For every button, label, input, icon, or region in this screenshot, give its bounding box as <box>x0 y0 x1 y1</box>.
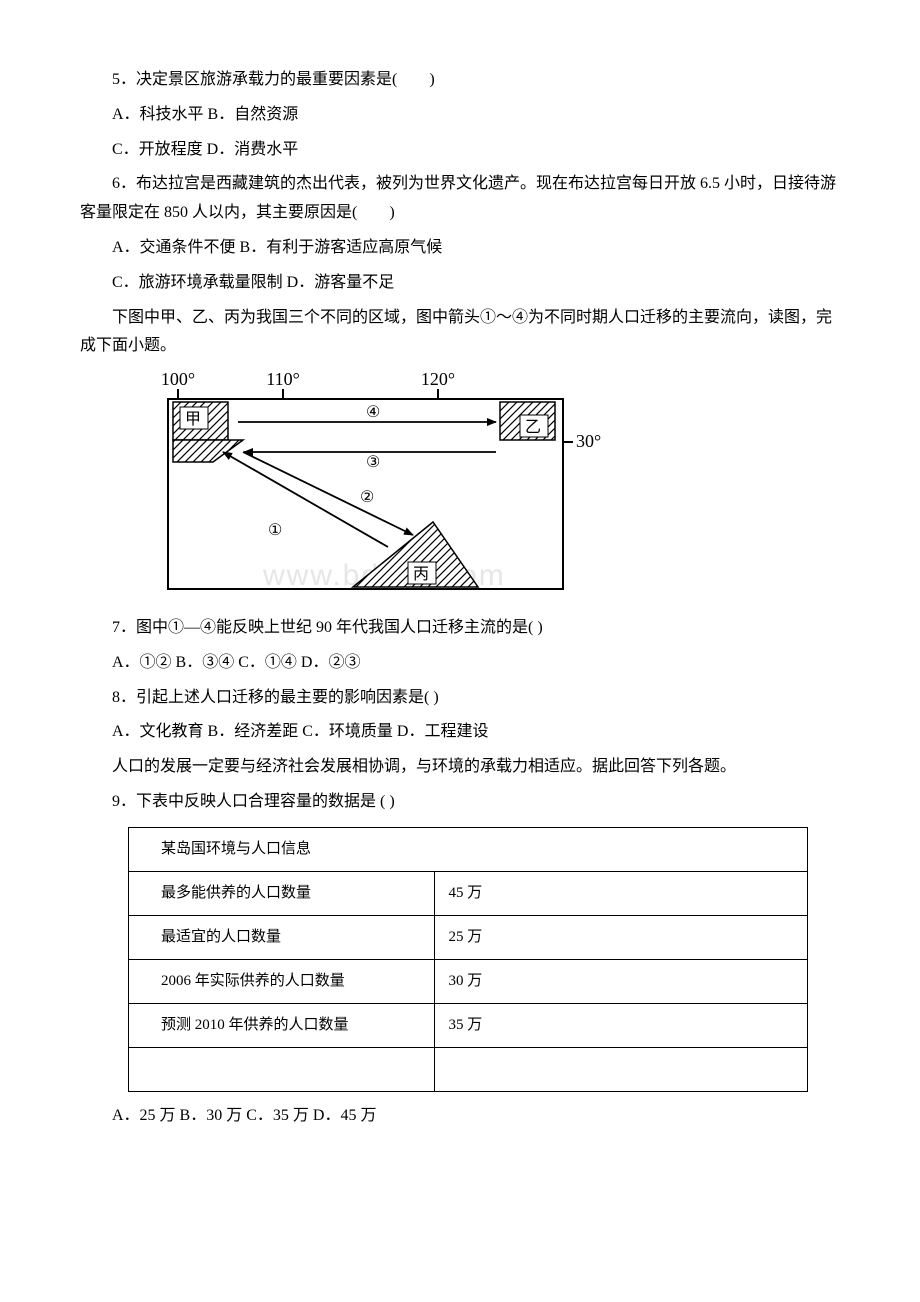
arrow-4-label: ④ <box>366 404 380 421</box>
q6-options-ab: A．交通条件不便 B．有利于游客适应高原气候 <box>80 234 840 263</box>
arrow-3-label: ③ <box>366 454 380 471</box>
q5-options-cd: C．开放程度 D．消费水平 <box>80 136 840 165</box>
row2-value: 25 万 <box>434 915 807 959</box>
region-jia-label: 甲 <box>185 411 201 428</box>
population-table: 某岛国环境与人口信息 最多能供养的人口数量 45 万 最适宜的人口数量 25 万… <box>128 827 808 1092</box>
arrow-2-label: ② <box>360 489 374 506</box>
region-yi-label: 乙 <box>525 419 541 436</box>
migration-diagram: www.bdocx.com 100° 110° 120° 30° 甲 乙 丙 ①… <box>128 367 840 608</box>
row3-value: 30 万 <box>434 959 807 1003</box>
row2-label: 最适宜的人口数量 <box>129 915 435 959</box>
table-row: 2006 年实际供养的人口数量 30 万 <box>129 959 808 1003</box>
map-intro: 下图中甲、乙、丙为我国三个不同的区域，图中箭头①～④为不同时期人口迁移的主要流向… <box>80 304 840 362</box>
row4-value: 35 万 <box>434 1003 807 1047</box>
empty-cell <box>434 1047 807 1091</box>
table-title: 某岛国环境与人口信息 <box>129 827 808 871</box>
row1-label: 最多能供养的人口数量 <box>129 871 435 915</box>
table-intro: 人口的发展一定要与经济社会发展相协调，与环境的承载力相适应。据此回答下列各题。 <box>80 753 840 782</box>
table-row-empty <box>129 1047 808 1091</box>
table-row: 预测 2010 年供养的人口数量 35 万 <box>129 1003 808 1047</box>
empty-cell <box>129 1047 435 1091</box>
lon-100: 100° <box>161 369 195 389</box>
q9-options: A．25 万 B．30 万 C．35 万 D．45 万 <box>80 1102 840 1131</box>
table-row: 最多能供养的人口数量 45 万 <box>129 871 808 915</box>
row3-label: 2006 年实际供养的人口数量 <box>129 959 435 1003</box>
q9-stem: 9．下表中反映人口合理容量的数据是 ( ) <box>80 788 840 817</box>
lat-30: 30° <box>576 431 601 451</box>
q7-options: A．①② B．③④ C．①④ D．②③ <box>80 649 840 678</box>
row4-label: 预测 2010 年供养的人口数量 <box>129 1003 435 1047</box>
lon-120: 120° <box>421 369 455 389</box>
table-title-row: 某岛国环境与人口信息 <box>129 827 808 871</box>
arrow-1-label: ① <box>268 522 282 539</box>
q5-stem: 5．决定景区旅游承载力的最重要因素是( ) <box>80 66 840 95</box>
lon-110: 110° <box>266 369 300 389</box>
q8-options: A．文化教育 B．经济差距 C．环境质量 D．工程建设 <box>80 718 840 747</box>
table-row: 最适宜的人口数量 25 万 <box>129 915 808 959</box>
q5-options-ab: A．科技水平 B．自然资源 <box>80 101 840 130</box>
q6-stem: 6．布达拉宫是西藏建筑的杰出代表，被列为世界文化遗产。现在布达拉宫每日开放 6.… <box>80 170 840 228</box>
region-bing-label: 丙 <box>413 566 429 583</box>
q8-stem: 8．引起上述人口迁移的最主要的影响因素是( ) <box>80 684 840 713</box>
row1-value: 45 万 <box>434 871 807 915</box>
q7-stem: 7．图中①—④能反映上世纪 90 年代我国人口迁移主流的是( ) <box>80 614 840 643</box>
q6-options-cd: C．旅游环境承载量限制 D．游客量不足 <box>80 269 840 298</box>
